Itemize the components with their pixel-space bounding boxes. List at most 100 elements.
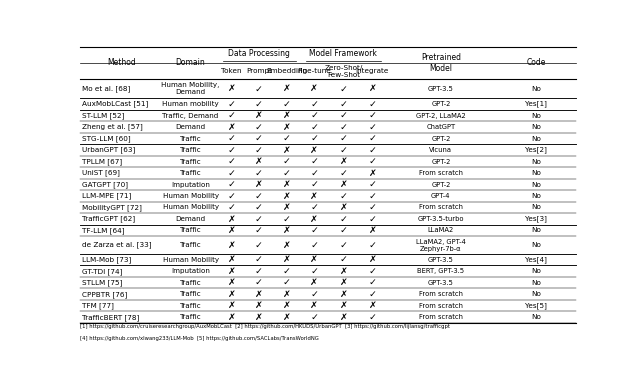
Text: ✓: ✓ xyxy=(228,168,236,178)
Text: GPT-3.5-turbo: GPT-3.5-turbo xyxy=(417,216,464,222)
Text: ✓: ✓ xyxy=(255,203,263,212)
Text: GT-TDI [74]: GT-TDI [74] xyxy=(83,268,123,275)
Text: Traffic: Traffic xyxy=(180,280,202,286)
Text: ✗: ✗ xyxy=(310,215,318,223)
Text: No: No xyxy=(531,182,541,187)
Text: ✗: ✗ xyxy=(228,301,236,310)
Text: UrbanGPT [63]: UrbanGPT [63] xyxy=(83,147,136,153)
Text: Zero-Shot/
Few-Shot: Zero-Shot/ Few-Shot xyxy=(324,65,363,78)
Text: Traffic, Demand: Traffic, Demand xyxy=(163,113,219,119)
Text: ✓: ✓ xyxy=(310,313,318,322)
Text: Demand: Demand xyxy=(175,216,205,222)
Text: ✓: ✓ xyxy=(369,241,376,249)
Text: TF-LLM [64]: TF-LLM [64] xyxy=(83,227,125,234)
Text: No: No xyxy=(531,124,541,130)
Text: Traffic: Traffic xyxy=(180,314,202,320)
Text: Traffic: Traffic xyxy=(180,242,202,248)
Text: No: No xyxy=(531,159,541,165)
Text: ✗: ✗ xyxy=(283,180,291,189)
Text: Model Framework: Model Framework xyxy=(309,49,378,58)
Text: ✗: ✗ xyxy=(283,241,291,249)
Text: Imputation: Imputation xyxy=(171,182,210,187)
Text: ✓: ✓ xyxy=(369,290,376,299)
Text: [1] https://github.com/cruiseresearchgroup/AuxMobLCast  [2] https://github.com/H: [1] https://github.com/cruiseresearchgro… xyxy=(80,324,450,329)
Text: ✓: ✓ xyxy=(339,241,348,249)
Text: GPT-2, LLaMA2: GPT-2, LLaMA2 xyxy=(416,113,466,119)
Text: Human Mobility: Human Mobility xyxy=(163,193,219,199)
Text: GPT-2: GPT-2 xyxy=(431,101,451,107)
Text: ✓: ✓ xyxy=(339,111,348,120)
Text: ✓: ✓ xyxy=(339,100,348,109)
Text: ✗: ✗ xyxy=(228,215,236,223)
Text: From scratch: From scratch xyxy=(419,291,463,297)
Text: ✗: ✗ xyxy=(283,290,291,299)
Text: Traffic: Traffic xyxy=(180,227,202,234)
Text: ✓: ✓ xyxy=(339,146,348,154)
Text: ✗: ✗ xyxy=(283,146,291,154)
Text: ✓: ✓ xyxy=(310,241,318,249)
Text: From scratch: From scratch xyxy=(419,314,463,320)
Text: No: No xyxy=(531,242,541,248)
Text: ✗: ✗ xyxy=(283,226,291,235)
Text: No: No xyxy=(531,113,541,119)
Text: Code: Code xyxy=(526,59,545,68)
Text: STLLM [75]: STLLM [75] xyxy=(83,279,123,286)
Text: ✓: ✓ xyxy=(369,267,376,276)
Text: Yes[4]: Yes[4] xyxy=(525,256,547,263)
Text: STG-LLM [60]: STG-LLM [60] xyxy=(83,135,131,142)
Text: ✗: ✗ xyxy=(228,123,236,132)
Text: Zheng et al. [57]: Zheng et al. [57] xyxy=(83,124,143,130)
Text: ✓: ✓ xyxy=(255,123,263,132)
Text: ✗: ✗ xyxy=(339,157,348,166)
Text: ✗: ✗ xyxy=(228,226,236,235)
Text: ✗: ✗ xyxy=(339,180,348,189)
Text: ✗: ✗ xyxy=(255,301,263,310)
Text: LLM-Mob [73]: LLM-Mob [73] xyxy=(83,256,132,263)
Text: ✗: ✗ xyxy=(228,85,236,94)
Text: ✗: ✗ xyxy=(255,290,263,299)
Text: GPT-4: GPT-4 xyxy=(431,193,451,199)
Text: ✓: ✓ xyxy=(310,180,318,189)
Text: ✗: ✗ xyxy=(283,192,291,201)
Text: ✗: ✗ xyxy=(228,313,236,322)
Text: ✗: ✗ xyxy=(283,255,291,264)
Text: ✓: ✓ xyxy=(310,157,318,166)
Text: ✗: ✗ xyxy=(255,180,263,189)
Text: ✓: ✓ xyxy=(369,134,376,143)
Text: GPT-2: GPT-2 xyxy=(431,135,451,142)
Text: ✗: ✗ xyxy=(228,255,236,264)
Text: Domain: Domain xyxy=(176,59,205,68)
Text: ✗: ✗ xyxy=(339,301,348,310)
Text: From scratch: From scratch xyxy=(419,303,463,309)
Text: Integrate: Integrate xyxy=(356,68,389,74)
Text: Traffic: Traffic xyxy=(180,170,202,176)
Text: ✗: ✗ xyxy=(369,168,376,178)
Text: ✗: ✗ xyxy=(339,313,348,322)
Text: ✓: ✓ xyxy=(255,241,263,249)
Text: ✓: ✓ xyxy=(310,290,318,299)
Text: ✓: ✓ xyxy=(310,134,318,143)
Text: TrafficBERT [78]: TrafficBERT [78] xyxy=(83,314,140,320)
Text: ChatGPT: ChatGPT xyxy=(426,124,456,130)
Text: ✓: ✓ xyxy=(228,111,236,120)
Text: ✓: ✓ xyxy=(283,134,291,143)
Text: No: No xyxy=(531,268,541,274)
Text: ✗: ✗ xyxy=(228,278,236,287)
Text: From scratch: From scratch xyxy=(419,170,463,176)
Text: ✓: ✓ xyxy=(228,100,236,109)
Text: GPT-3.5: GPT-3.5 xyxy=(428,257,454,263)
Text: ✗: ✗ xyxy=(228,267,236,276)
Text: ✓: ✓ xyxy=(339,255,348,264)
Text: ✓: ✓ xyxy=(283,100,291,109)
Text: ✗: ✗ xyxy=(369,85,376,94)
Text: ✓: ✓ xyxy=(228,157,236,166)
Text: ✗: ✗ xyxy=(255,111,263,120)
Text: ✓: ✓ xyxy=(369,313,376,322)
Text: ✓: ✓ xyxy=(310,111,318,120)
Text: ✗: ✗ xyxy=(310,278,318,287)
Text: ✗: ✗ xyxy=(369,255,376,264)
Text: BERT, GPT-3.5: BERT, GPT-3.5 xyxy=(417,268,465,274)
Text: ✗: ✗ xyxy=(228,290,236,299)
Text: ✓: ✓ xyxy=(339,134,348,143)
Text: ✓: ✓ xyxy=(255,215,263,223)
